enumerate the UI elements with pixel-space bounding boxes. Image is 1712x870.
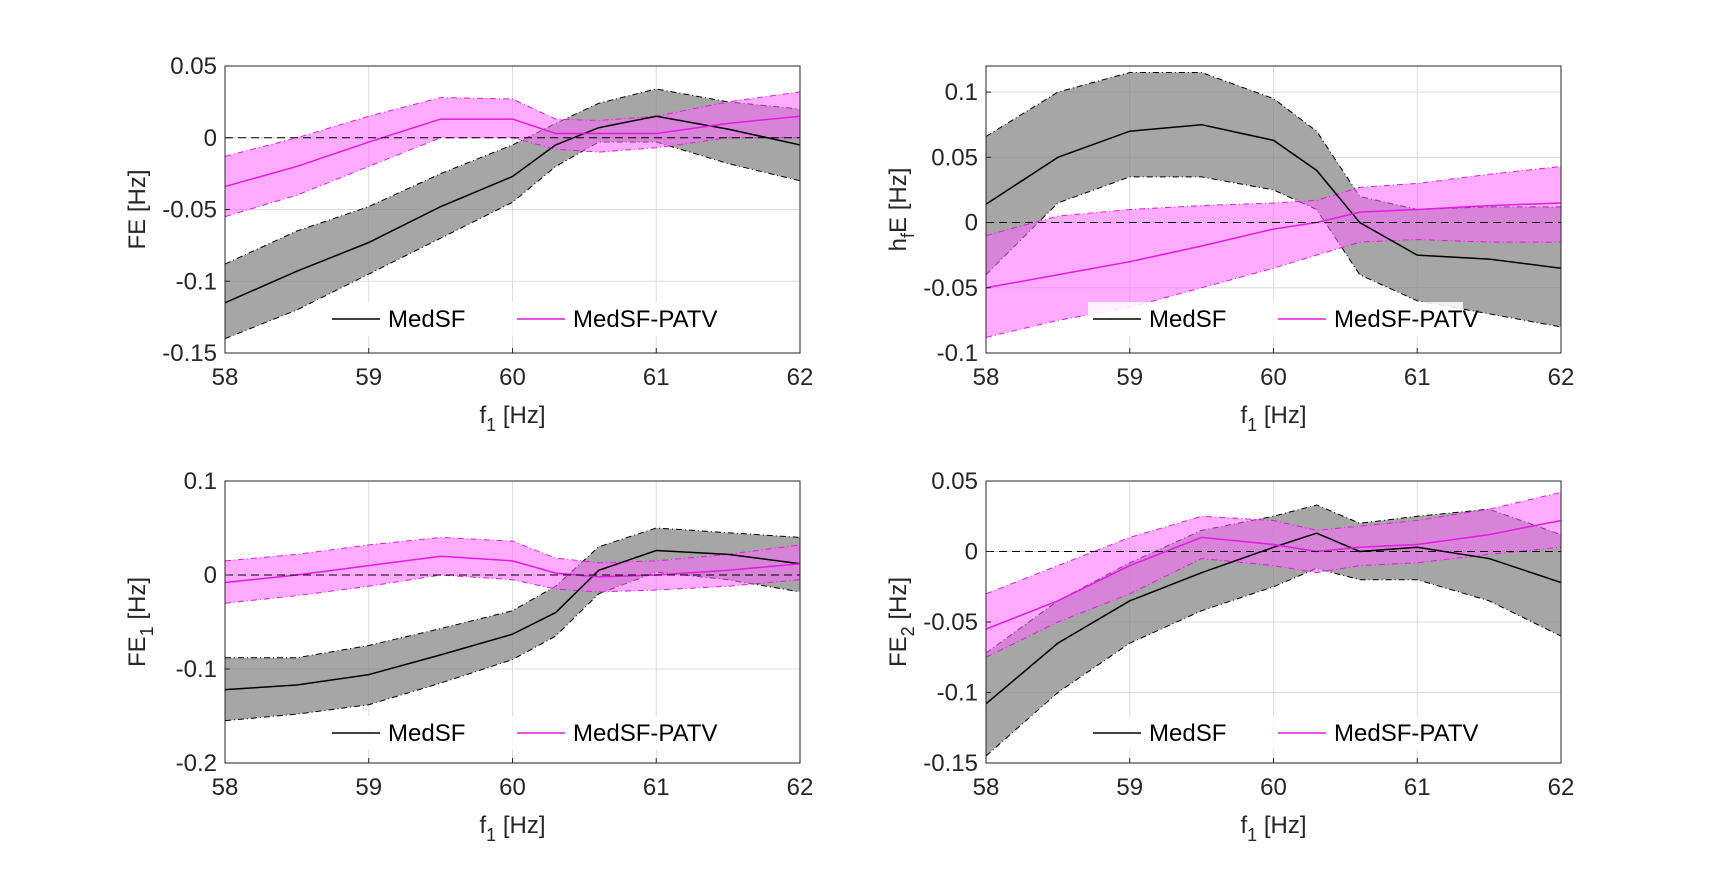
band-lower-medsf-patv xyxy=(224,574,801,604)
x-axis-label: f1 [Hz] xyxy=(1240,402,1306,435)
series-line-medsf-patv xyxy=(224,555,801,584)
x-axis-label: f1 [Hz] xyxy=(1240,812,1306,845)
series-line-medsf-patv xyxy=(985,202,1562,289)
x-tick-label: 61 xyxy=(643,364,670,391)
x-tick-label: 62 xyxy=(1548,774,1575,801)
band-upper-medsf-patv xyxy=(985,491,1562,595)
legend: MedSF MedSF-PATV xyxy=(327,716,717,750)
x-tick-label: 61 xyxy=(1404,364,1431,391)
x-tick-label: 60 xyxy=(499,774,526,801)
legend-label-medsf-patv: MedSF-PATV xyxy=(573,720,717,747)
legend-box xyxy=(327,716,702,750)
y-tick-label: -0.1 xyxy=(937,340,978,367)
x-tick-label: 60 xyxy=(499,364,526,391)
band-lower-medsf xyxy=(224,141,801,340)
band-medsf xyxy=(225,528,800,721)
band-medsf xyxy=(986,72,1561,327)
y-tick-label: 0.1 xyxy=(945,79,978,106)
y-tick-label: -0.1 xyxy=(937,680,978,707)
x-tick-label: 58 xyxy=(973,774,1000,801)
y-tick-label: 0 xyxy=(204,125,217,152)
legend-label-medsf-patv: MedSF-PATV xyxy=(1334,720,1478,747)
legend: MedSF MedSF-PATV xyxy=(1088,716,1478,750)
legend-label-medsf-patv: MedSF-PATV xyxy=(573,306,717,333)
y-tick-label: 0.05 xyxy=(931,144,978,171)
y-tick-label: -0.05 xyxy=(162,197,217,224)
y-tick-label: -0.15 xyxy=(162,340,217,367)
x-tick-label: 61 xyxy=(643,774,670,801)
x-tick-label: 59 xyxy=(1116,364,1143,391)
x-tick-label: 58 xyxy=(212,364,239,391)
legend-box xyxy=(1088,302,1463,336)
y-tick-label: 0 xyxy=(204,562,217,589)
y-axis-label: FE2 [Hz] xyxy=(885,577,918,667)
y-tick-label: 0.1 xyxy=(184,468,217,495)
series-line-medsf-patv xyxy=(224,115,801,188)
legend: MedSF MedSF-PATV xyxy=(1088,302,1478,336)
x-tick-label: 60 xyxy=(1260,774,1287,801)
band-upper-medsf xyxy=(985,504,1562,654)
band-lower-medsf xyxy=(224,571,801,722)
x-tick-label: 59 xyxy=(355,774,382,801)
y-tick-label: 0.05 xyxy=(170,53,217,80)
legend-label-medsf: MedSF xyxy=(1149,720,1226,747)
y-tick-label: 0 xyxy=(965,539,978,566)
panel-4: 58 59 60 61 62 -0.15 -0.1 -0.05 0 0.05 f1 [Hz] FE2 … xyxy=(885,468,1574,845)
band-upper-medsf xyxy=(224,88,801,265)
x-tick-label: 61 xyxy=(1404,774,1431,801)
band-upper-medsf xyxy=(225,527,801,659)
band-lower-medsf xyxy=(985,567,1562,757)
y-axis-label: hfE [Hz] xyxy=(885,168,918,252)
legend-label-medsf: MedSF xyxy=(388,720,465,747)
band-lower-medsf-patv xyxy=(224,137,800,218)
x-tick-label: 58 xyxy=(212,774,239,801)
y-tick-label: -0.05 xyxy=(923,609,978,636)
legend-label-medsf: MedSF xyxy=(1149,306,1226,333)
y-tick-label: 0.05 xyxy=(931,468,978,495)
series-line-medsf-patv xyxy=(985,519,1562,630)
legend-box xyxy=(1088,716,1463,750)
band-medsf-patv xyxy=(225,537,800,604)
y-axis-label: FE [Hz] xyxy=(124,169,151,249)
y-tick-label: 0 xyxy=(965,210,978,237)
series-line-medsf xyxy=(985,532,1562,705)
y-tick-label: -0.05 xyxy=(923,275,978,302)
x-tick-label: 62 xyxy=(787,774,814,801)
band-lower-medsf-patv xyxy=(985,546,1562,658)
y-tick-label: -0.1 xyxy=(176,656,217,683)
x-tick-label: 59 xyxy=(355,364,382,391)
band-upper-medsf-patv xyxy=(224,536,801,564)
series-line-medsf xyxy=(224,549,801,691)
x-tick-label: 60 xyxy=(1260,364,1287,391)
y-axis-label: FE1 [Hz] xyxy=(124,577,157,667)
band-medsf-patv xyxy=(986,492,1561,658)
legend-label-medsf: MedSF xyxy=(388,306,465,333)
x-axis-label: f1 [Hz] xyxy=(479,402,545,435)
y-tick-label: -0.2 xyxy=(176,750,217,777)
y-tick-label: -0.15 xyxy=(923,750,978,777)
series-line-medsf xyxy=(224,115,801,304)
panel-2: 58 59 60 61 62 -0.1 -0.05 0 0.05 0.1 f1 [Hz] hfE [H… xyxy=(885,65,1575,435)
legend-box xyxy=(327,302,702,336)
x-axis-label: f1 [Hz] xyxy=(479,812,545,845)
x-tick-label: 62 xyxy=(787,364,814,391)
band-medsf-patv xyxy=(225,91,800,217)
x-tick-label: 62 xyxy=(1548,364,1575,391)
x-tick-label: 58 xyxy=(973,364,1000,391)
panel-1: 58 59 60 61 62 -0.15 -0.1 -0.05 0 0.05 f1 [Hz] FE [… xyxy=(124,53,813,435)
band-upper-medsf-patv xyxy=(985,165,1562,237)
x-tick-label: 59 xyxy=(1116,774,1143,801)
series-line-medsf xyxy=(985,123,1562,269)
legend: MedSF MedSF-PATV xyxy=(327,302,717,336)
legend-label-medsf-patv: MedSF-PATV xyxy=(1334,306,1478,333)
panel-3: 58 59 60 61 62 -0.2 -0.1 0 0.1 f1 [Hz] FE1 [Hz] Med… xyxy=(124,468,813,845)
y-tick-label: -0.1 xyxy=(176,268,217,295)
